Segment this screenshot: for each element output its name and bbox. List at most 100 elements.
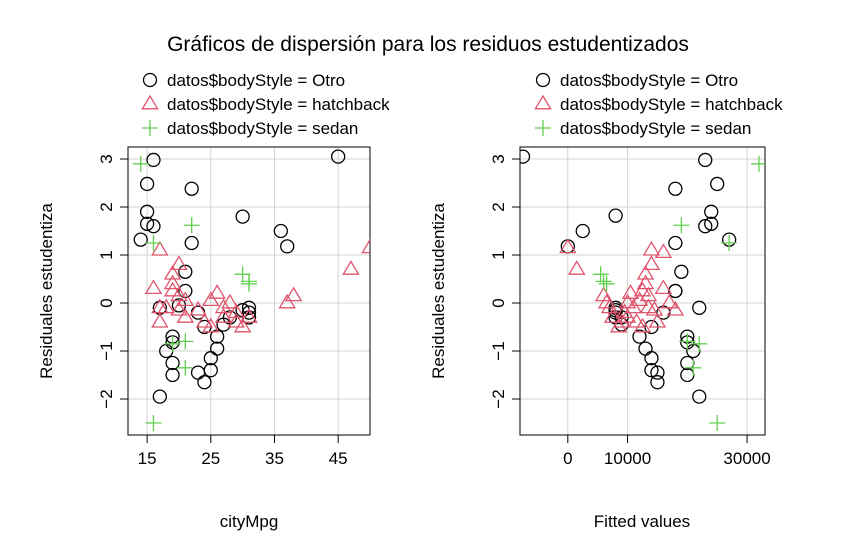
y-axis-label: Residuales estudentiza — [429, 203, 448, 379]
data-point — [170, 255, 188, 271]
data-point — [648, 312, 667, 328]
data-point — [685, 359, 702, 376]
legend-symbol-plus — [142, 120, 158, 136]
data-point — [197, 375, 212, 390]
y-tick-label: 1 — [489, 250, 508, 259]
data-point — [157, 298, 175, 314]
data-point — [208, 284, 226, 299]
y-tick-label: −1 — [97, 341, 116, 360]
data-point — [235, 209, 250, 224]
data-point — [668, 283, 683, 299]
legend-symbol-plus — [535, 120, 551, 136]
legend-label: datos$bodyStyle = Otro — [560, 71, 738, 90]
data-point — [627, 312, 646, 328]
data-point — [645, 300, 664, 316]
x-tick-label: 45 — [329, 449, 348, 468]
data-point — [227, 303, 246, 319]
x-tick-label: 25 — [201, 449, 220, 468]
data-point — [721, 235, 738, 251]
data-point — [203, 363, 218, 378]
y-tick-label: 3 — [97, 154, 116, 163]
y-tick-label: −1 — [489, 341, 508, 360]
data-point — [146, 219, 161, 234]
y-tick-label: 0 — [489, 298, 508, 307]
legend-symbol-circle — [535, 72, 551, 88]
x-axis: 0 10000 30000 Fitted values — [563, 435, 771, 531]
y-tick-label: −2 — [489, 389, 508, 408]
legend-symbol-triangle — [141, 94, 159, 110]
data-point — [145, 415, 162, 431]
data-point — [210, 341, 225, 356]
data-point — [151, 312, 169, 328]
series-circle — [520, 149, 737, 404]
x-tick-label: 35 — [265, 449, 284, 468]
chart-title: Gráficos de dispersión para los residuos… — [167, 33, 689, 56]
y-axis-label: Residuales estudentiza — [37, 203, 56, 379]
x-tick-label: 10000 — [604, 449, 651, 468]
plot-frame — [127, 146, 371, 436]
data-point — [189, 300, 207, 316]
data-point — [178, 264, 193, 279]
data-point — [644, 363, 659, 378]
legend-label: datos$bodyStyle = sedan — [167, 119, 358, 138]
data-point — [638, 341, 653, 356]
data-point — [698, 152, 713, 168]
data-point — [177, 359, 194, 376]
y-tick-label: 2 — [97, 202, 116, 211]
data-point — [668, 235, 683, 251]
data-point — [618, 308, 637, 323]
y-tick-label: 1 — [97, 250, 116, 259]
data-point — [176, 308, 195, 323]
data-point — [151, 240, 169, 256]
series-circle — [133, 149, 346, 404]
x-tick-label: 15 — [138, 449, 157, 468]
x-tick-label: 30000 — [723, 449, 770, 468]
data-point — [709, 415, 726, 431]
data-point — [139, 204, 155, 219]
legends: datos$bodyStyle = Otro datos$bodyStyle = … — [141, 71, 783, 138]
series-plus — [132, 155, 257, 431]
data-point — [592, 266, 609, 283]
data-point — [595, 273, 612, 290]
data-point — [221, 293, 239, 309]
data-point — [600, 298, 619, 314]
data-point — [639, 298, 658, 314]
data-point — [164, 335, 181, 352]
data-point — [520, 149, 531, 164]
data-point — [633, 281, 652, 297]
legend-1: datos$bodyStyle = Otro datos$bodyStyle = … — [141, 71, 390, 138]
data-point — [692, 389, 707, 404]
legend-label: datos$bodyStyle = hatchback — [560, 95, 783, 114]
data-point — [673, 217, 690, 234]
data-point — [165, 355, 180, 371]
y-tick-label: 0 — [97, 298, 116, 307]
data-point — [240, 308, 258, 323]
data-point — [559, 238, 577, 254]
data-point — [139, 216, 155, 231]
x-tick-label: 0 — [563, 449, 572, 468]
data-point — [692, 300, 707, 315]
data-point — [234, 266, 251, 283]
data-point — [184, 235, 199, 251]
y-axis: −2 −1 0 1 2 3 Residuales estudentiza — [429, 154, 520, 409]
data-point — [139, 176, 155, 192]
data-point — [698, 219, 713, 234]
data-point — [195, 312, 214, 328]
series-plus — [592, 155, 765, 431]
data-point — [654, 279, 673, 295]
data-point — [202, 317, 220, 333]
legend-symbol-circle — [142, 72, 158, 88]
data-point — [183, 217, 200, 234]
panel-2: 0 10000 30000 Fitted values −2 −1 0 1 2 3 Residual… — [429, 146, 771, 531]
data-point — [679, 333, 696, 350]
data-point — [630, 291, 649, 307]
data-point — [273, 223, 288, 239]
data-point — [280, 239, 295, 254]
data-point — [636, 264, 655, 280]
data-points — [132, 149, 370, 431]
data-point — [241, 273, 257, 290]
grid — [520, 147, 765, 435]
data-point — [668, 181, 683, 196]
legend-label: datos$bodyStyle = hatchback — [167, 95, 390, 114]
